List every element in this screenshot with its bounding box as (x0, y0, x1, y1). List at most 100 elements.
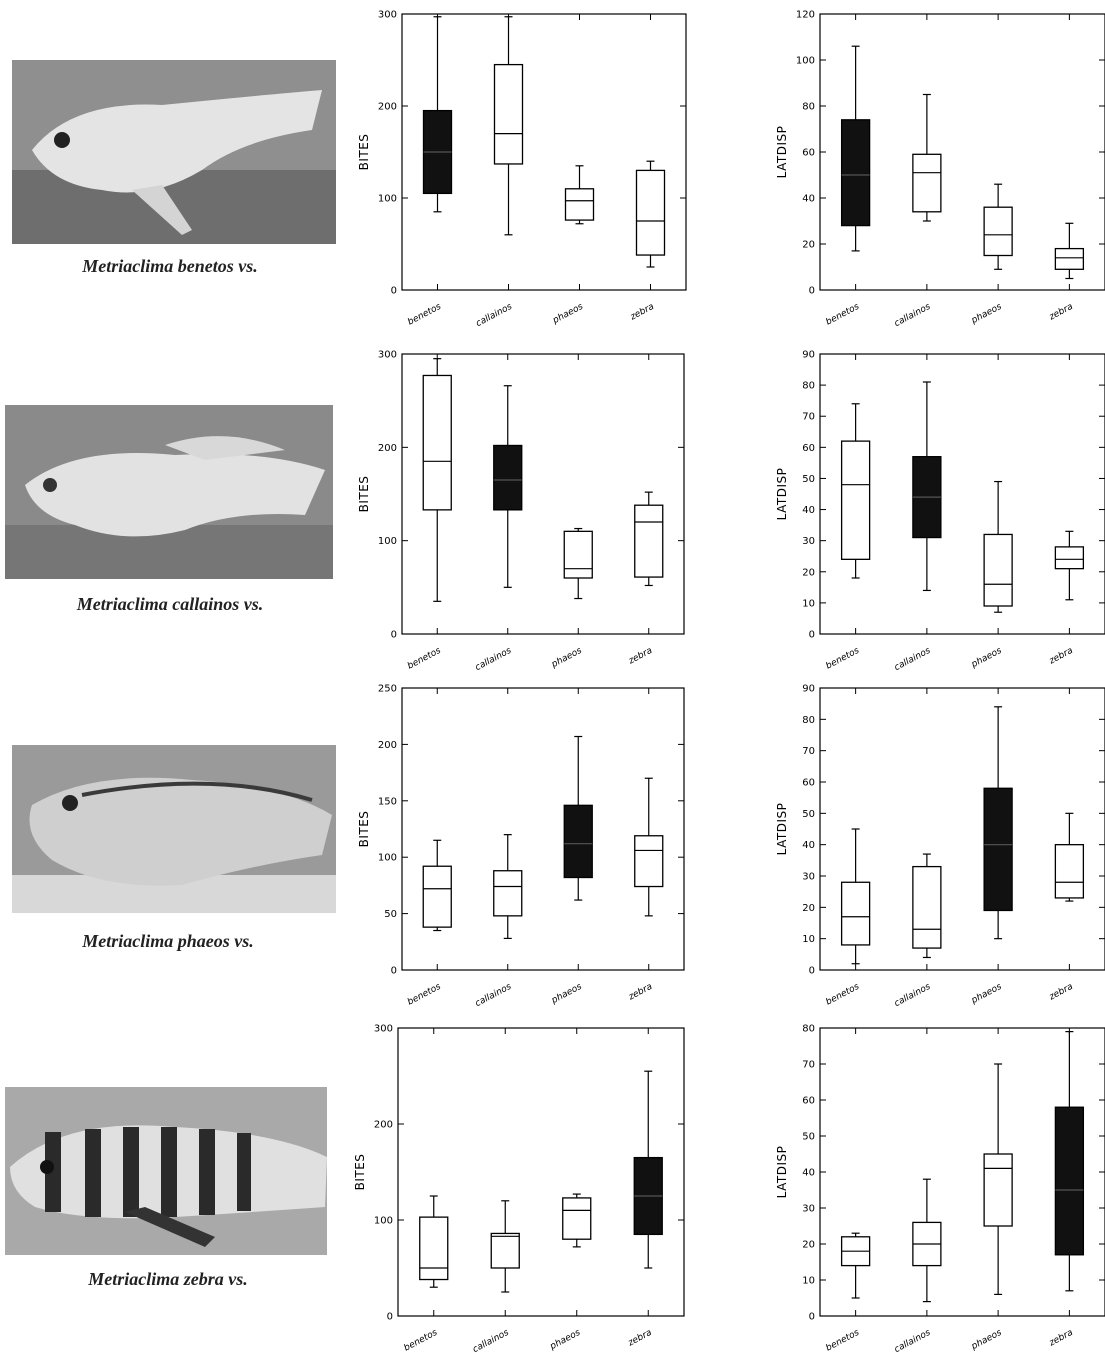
x-category-label: callainos (474, 302, 514, 329)
y-tick-label: 70 (802, 1060, 815, 1071)
x-category-label: phaeos (549, 646, 584, 671)
x-category-label: zebra (626, 1328, 654, 1349)
y-tick-label: 0 (391, 286, 397, 297)
x-category-label: phaeos (969, 1328, 1004, 1353)
y-tick-label: 300 (378, 350, 397, 361)
y-tick-label: 70 (802, 412, 815, 423)
y-tick-label: 50 (802, 809, 815, 820)
row4-bites-chart: 0 100 200 300 BITES benetos callainos phaeos zeb… (353, 1024, 685, 1355)
y-tick-label: 0 (391, 966, 397, 977)
x-category-label: zebra (626, 646, 654, 667)
box-zebra (635, 169, 666, 256)
box-benetos (422, 865, 452, 928)
box-zebra (1054, 1106, 1085, 1256)
box-benetos (419, 1216, 449, 1281)
fish-photo-phaeos (12, 745, 336, 913)
x-category-label: benetos (824, 646, 861, 672)
x-category-label: phaeos (969, 646, 1004, 671)
y-axis-label: LATDISP (775, 468, 789, 521)
x-category-label: phaeos (548, 1328, 583, 1353)
y-axis-label: BITES (353, 1154, 367, 1191)
fish-photo-benetos (12, 60, 336, 244)
caption-callainos: Metriaclima callainos vs. (76, 594, 264, 614)
y-tick-label: 10 (802, 1276, 815, 1287)
fish-photo-callainos (5, 405, 333, 579)
row1-bites-frame (401, 13, 687, 291)
row1-bites-chart: 0 100 200 300 BITES benetos callainos phaeos zeb… (357, 10, 687, 329)
y-axis-label: LATDISP (775, 126, 789, 179)
y-tick-label: 100 (374, 1216, 393, 1227)
x-category-label: phaeos (550, 302, 585, 327)
x-category-label: benetos (824, 302, 861, 328)
caption-phaeos: Metriaclima phaeos vs. (82, 931, 254, 951)
x-category-label: callainos (893, 646, 933, 673)
y-tick-label: 20 (802, 1240, 815, 1251)
box-zebra (634, 835, 664, 888)
box-zebra (1054, 844, 1085, 899)
y-tick-label: 10 (802, 598, 815, 609)
box-callainos (490, 1232, 520, 1269)
x-category-label: benetos (824, 1328, 861, 1354)
caption-benetos: Metriaclima benetos vs. (82, 256, 258, 276)
phaeos-photo (12, 745, 336, 913)
y-tick-label: 50 (384, 909, 397, 920)
y-tick-label: 30 (802, 1204, 815, 1215)
zebra-photo (5, 1087, 327, 1255)
box-zebra (1054, 247, 1085, 270)
box-zebra (1054, 546, 1085, 570)
y-tick-label: 200 (378, 102, 397, 113)
row4-bites-frame (397, 1027, 685, 1317)
x-category-label: phaeos (969, 302, 1004, 327)
x-category-label: phaeos (549, 982, 584, 1007)
row3-bites-chart: 0 50 100 150 200 250 BITES benetos callainos phae… (357, 684, 685, 1009)
row2-latdisp-frame (819, 353, 1105, 635)
y-tick-label: 100 (378, 194, 397, 205)
y-tick-label: 70 (802, 746, 815, 757)
row3-bites-frame (401, 687, 685, 971)
y-tick-label: 120 (796, 10, 815, 21)
box-callainos (493, 63, 524, 165)
y-tick-label: 100 (796, 56, 815, 67)
box-phaeos (983, 533, 1013, 607)
x-category-label: callainos (893, 1328, 933, 1355)
row1-latdisp-chart: 0 20 40 60 80 100 120 LATDISP benetos callainos ph… (775, 10, 1105, 329)
y-tick-label: 0 (809, 630, 815, 641)
x-category-label: benetos (402, 1328, 439, 1354)
box-benetos (840, 119, 871, 227)
x-category-label: callainos (893, 982, 933, 1009)
y-tick-label: 0 (809, 966, 815, 977)
x-category-label: zebra (626, 982, 654, 1003)
y-tick-label: 60 (802, 1096, 815, 1107)
x-category-label: callainos (471, 1328, 511, 1355)
y-tick-label: 0 (391, 630, 397, 641)
y-tick-label: 80 (802, 102, 815, 113)
y-tick-label: 10 (802, 934, 815, 945)
row2-bites-frame (401, 353, 685, 635)
box-callainos (493, 870, 523, 917)
y-tick-label: 100 (378, 853, 397, 864)
x-category-label: zebra (628, 302, 656, 323)
x-category-label: zebra (1047, 646, 1075, 667)
y-tick-label: 20 (802, 903, 815, 914)
y-tick-label: 200 (378, 740, 397, 751)
y-axis-label: BITES (357, 811, 371, 848)
y-tick-label: 60 (802, 443, 815, 454)
benetos-photo (12, 60, 336, 244)
y-tick-label: 250 (378, 684, 397, 695)
x-category-label: benetos (406, 302, 443, 328)
x-category-label: benetos (824, 982, 861, 1008)
box-phaeos (564, 188, 595, 221)
y-tick-label: 40 (802, 505, 815, 516)
y-tick-label: 80 (802, 381, 815, 392)
y-tick-label: 20 (802, 240, 815, 251)
x-category-label: callainos (474, 982, 514, 1009)
box-phaeos (563, 530, 593, 579)
box-callainos (912, 865, 942, 949)
y-tick-label: 60 (802, 148, 815, 159)
row4-latdisp-chart: 0 10 20 30 40 50 60 70 80 LATDISP benetos callainos… (775, 1024, 1105, 1355)
box-callainos (912, 153, 942, 213)
y-tick-label: 0 (809, 286, 815, 297)
y-tick-label: 30 (802, 536, 815, 547)
box-phaeos (563, 804, 593, 879)
